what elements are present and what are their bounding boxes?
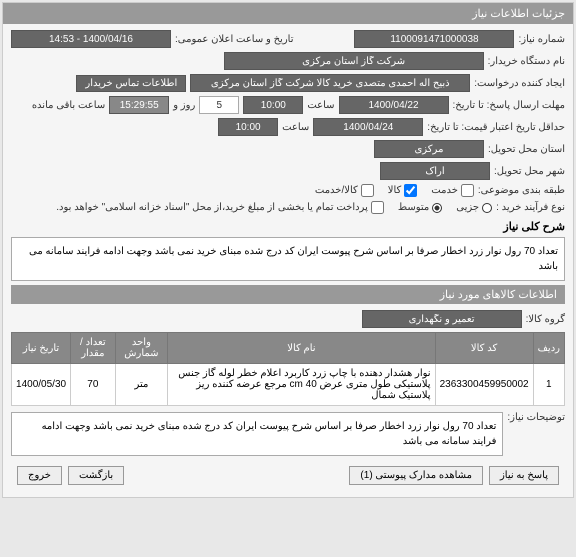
reply-button[interactable]: پاسخ به نیاز [489, 466, 559, 485]
cell-name: نوار هشدار دهنده با چاپ زرد کاربرد اعلام… [168, 364, 435, 406]
notes-label: توضیحات نیاز: [507, 412, 565, 423]
deadline-label: مهلت ارسال پاسخ: تا تاریخ: [453, 100, 565, 111]
cell-date: 1400/05/30 [12, 364, 71, 406]
col-code: کد کالا [435, 333, 533, 364]
cb-service-label: خدمت [431, 185, 458, 196]
cb-goods-service[interactable] [361, 184, 374, 197]
info-panel: جزئیات اطلاعات نیاز شماره نیاز: تاریخ و … [2, 2, 574, 498]
rb-medium-group[interactable]: متوسط [398, 202, 442, 213]
validity-time-field[interactable] [218, 118, 278, 136]
cb-payment[interactable] [371, 201, 384, 214]
niaz-number-field[interactable] [354, 30, 514, 48]
remain-label: ساعت باقی مانده [32, 100, 105, 111]
group-field[interactable] [362, 310, 522, 328]
notes-box: تعداد 70 رول نوار زرد اخطار صرفا بر اساس… [11, 412, 503, 456]
rb-small-label: جزیی [456, 202, 479, 213]
cb-service[interactable] [461, 184, 474, 197]
goods-header: اطلاعات کالاهای مورد نیاز [11, 285, 565, 304]
cell-row: 1 [533, 364, 564, 406]
footer-buttons: پاسخ به نیاز مشاهده مدارک پیوستی (1) باز… [11, 460, 565, 491]
cell-code: 2363300459950002 [435, 364, 533, 406]
group-label: گروه کالا: [526, 314, 565, 325]
buy-type-label: نوع فرآیند خرید : [496, 202, 565, 213]
desc-box: تعداد 70 رول نوار زرد اخطار صرفا بر اساس… [11, 237, 565, 281]
form-body: شماره نیاز: تاریخ و ساعت اعلان عمومی: نا… [3, 24, 573, 497]
time-label-2: ساعت [282, 122, 309, 133]
cell-qty: 70 [71, 364, 116, 406]
classify-label: طبقه بندی موضوعی: [478, 185, 565, 196]
province-field[interactable] [374, 140, 484, 158]
cb-service-group[interactable]: خدمت [431, 184, 474, 197]
buyer-org-field[interactable] [224, 52, 484, 70]
cb-goods-group[interactable]: کالا [388, 184, 418, 197]
cb-goods-service-label: کالا/خدمت [315, 185, 358, 196]
desc-title: شرح کلی نیاز [11, 220, 565, 233]
rb-medium[interactable] [432, 203, 442, 213]
cb-goods-label: کالا [388, 185, 402, 196]
cell-unit: متر [115, 364, 168, 406]
rb-small-group[interactable]: جزیی [456, 202, 492, 213]
goods-table: ردیف کد کالا نام کالا واحد شمارش تعداد /… [11, 332, 565, 406]
rb-small[interactable] [482, 203, 492, 213]
validity-label: حداقل تاریخ اعتبار قیمت: تا تاریخ: [427, 122, 565, 133]
cb-goods-service-group[interactable]: کالا/خدمت [315, 184, 374, 197]
city-field[interactable] [380, 162, 490, 180]
col-row: ردیف [533, 333, 564, 364]
table-header-row: ردیف کد کالا نام کالا واحد شمارش تعداد /… [12, 333, 565, 364]
col-date: تاریخ نیاز [12, 333, 71, 364]
payment-note: پرداخت تمام یا بخشی از مبلغ خرید،از محل … [56, 202, 368, 213]
province-label: استان محل تحویل: [488, 144, 565, 155]
cb-goods[interactable] [404, 184, 417, 197]
back-button[interactable]: بازگشت [68, 466, 124, 485]
rb-medium-label: متوسط [398, 202, 429, 213]
col-name: نام کالا [168, 333, 435, 364]
days-field[interactable] [199, 96, 239, 114]
deadline-date-field[interactable] [339, 96, 449, 114]
col-qty: تعداد / مقدار [71, 333, 116, 364]
attachments-button[interactable]: مشاهده مدارک پیوستی (1) [349, 466, 483, 485]
days-label: روز و [173, 100, 195, 111]
cb-payment-group[interactable]: پرداخت تمام یا بخشی از مبلغ خرید،از محل … [56, 201, 384, 214]
announce-datetime-field[interactable] [11, 30, 171, 48]
time-label-1: ساعت [307, 100, 334, 111]
deadline-time-field[interactable] [243, 96, 303, 114]
creator-field[interactable] [190, 74, 470, 92]
announce-label: تاریخ و ساعت اعلان عمومی: [175, 34, 294, 45]
validity-date-field[interactable] [313, 118, 423, 136]
city-label: شهر محل تحویل: [494, 166, 565, 177]
contact-info-button[interactable]: اطلاعات تماس خریدار [76, 75, 186, 92]
table-row[interactable]: 1 2363300459950002 نوار هشدار دهنده با چ… [12, 364, 565, 406]
col-unit: واحد شمارش [115, 333, 168, 364]
creator-label: ایجاد کننده درخواست: [474, 78, 565, 89]
remain-time-field [109, 96, 169, 114]
buyer-org-label: نام دستگاه خریدار: [488, 56, 565, 67]
exit-button[interactable]: خروج [17, 466, 62, 485]
niaz-number-label: شماره نیاز: [518, 34, 565, 45]
panel-title: جزئیات اطلاعات نیاز [3, 3, 573, 24]
